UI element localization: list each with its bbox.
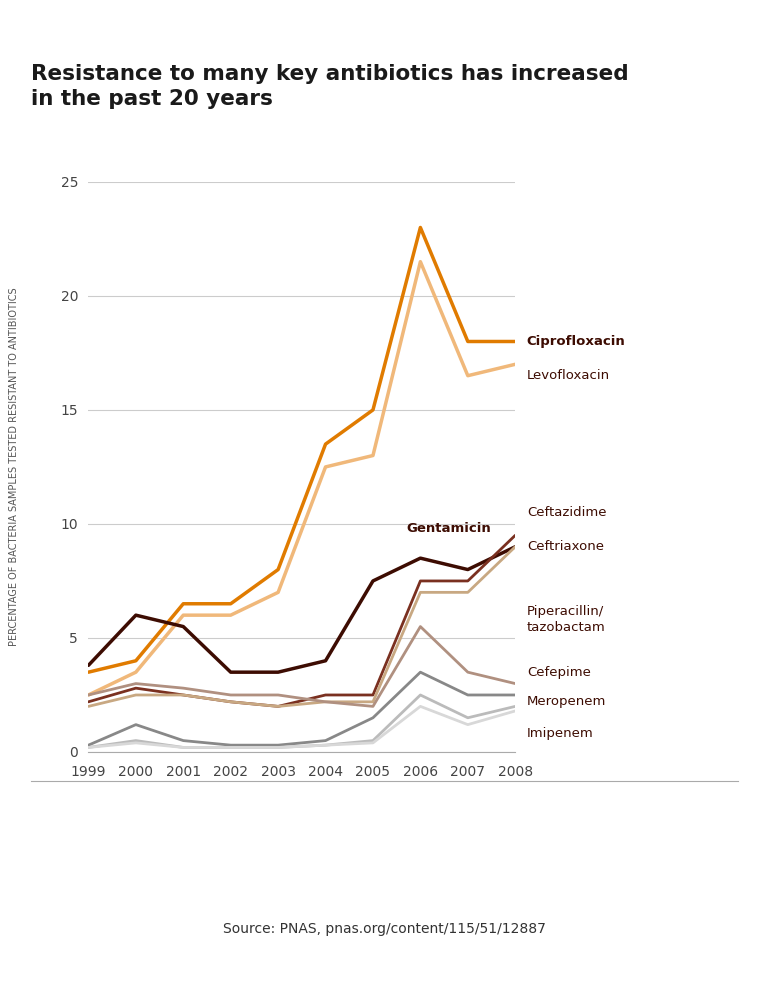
Text: Source: PNAS, pnas.org/content/115/51/12887: Source: PNAS, pnas.org/content/115/51/12… [223, 922, 546, 936]
Text: W: W [564, 813, 609, 854]
Text: Resistance to many key antibiotics has increased
in the past 20 years: Resistance to many key antibiotics has i… [31, 64, 628, 109]
Text: Ceftriaxone: Ceftriaxone [527, 541, 604, 553]
Text: PERCENTAGE OF BACTERIA SAMPLES TESTED RESISTANT TO ANTIBIOTICS: PERCENTAGE OF BACTERIA SAMPLES TESTED RE… [8, 288, 19, 646]
Text: Gentamicin: Gentamicin [406, 522, 491, 535]
Text: Piperacillin/
tazobactam: Piperacillin/ tazobactam [527, 606, 605, 634]
Text: Levofloxacin: Levofloxacin [527, 370, 610, 382]
Text: wellcome: wellcome [557, 877, 616, 890]
Text: Imipenem: Imipenem [527, 727, 594, 740]
Text: Meropenem: Meropenem [527, 695, 606, 709]
Text: Ceftazidime: Ceftazidime [527, 506, 606, 519]
Text: Cefepime: Cefepime [527, 665, 591, 678]
Text: Ciprofloxacin: Ciprofloxacin [527, 335, 625, 348]
